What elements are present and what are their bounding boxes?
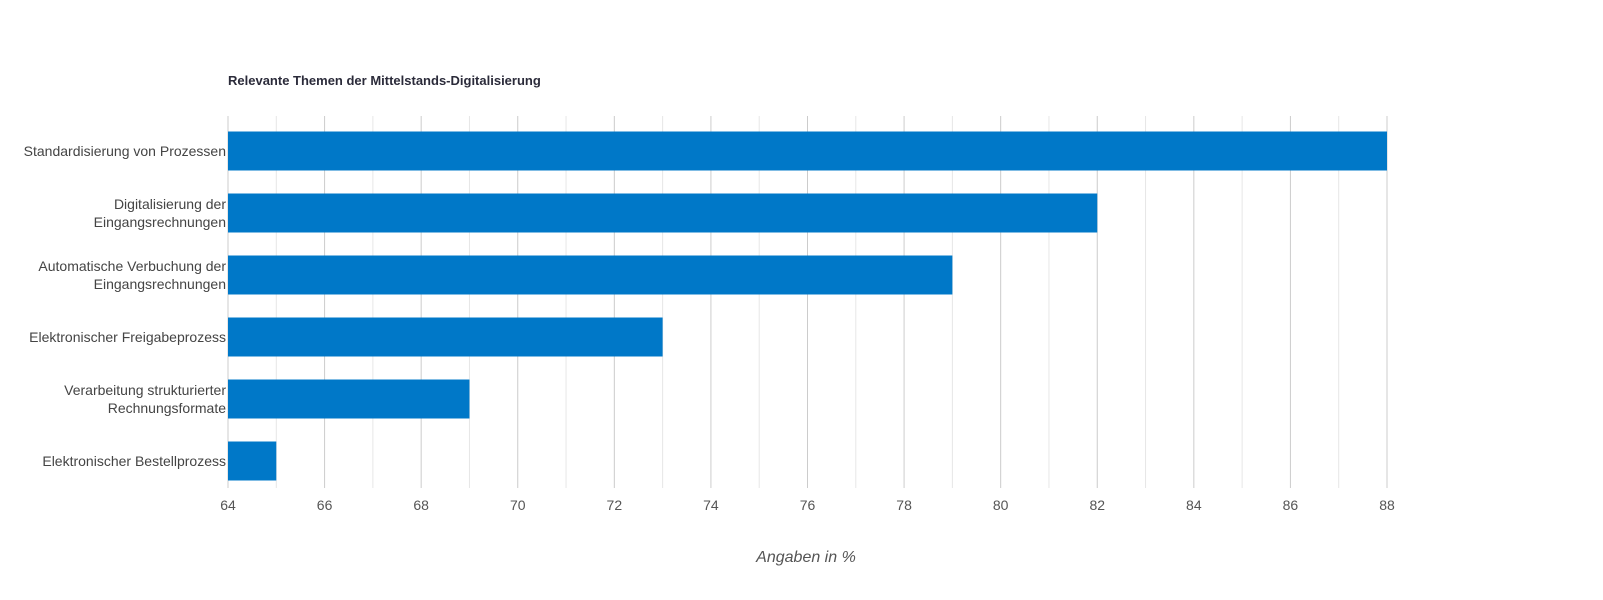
x-tick-label: 64 [220,497,236,513]
bar [228,317,663,357]
x-tick-label: 74 [703,497,719,513]
bar [228,255,953,295]
x-tick-label: 78 [896,497,912,513]
category-label: Elektronischer Bestellprozess [42,453,226,469]
chart-title: Relevante Themen der Mittelstands-Digita… [228,73,541,88]
x-tick-label: 80 [993,497,1009,513]
category-label: Automatische Verbuchung der Eingangsrechn… [38,258,226,292]
bar [228,441,277,481]
x-tick-label: 72 [607,497,623,513]
x-tick-labels: 64 66 68 70 72 74 76 78 80 82 84 86 88 [220,497,1395,513]
x-tick-label: 86 [1283,497,1299,513]
bar [228,193,1098,233]
x-tick-label: 66 [317,497,333,513]
category-label: Standardisierung von Prozessen [24,143,226,159]
x-tick-label: 88 [1379,497,1395,513]
grid-lines [227,116,1388,488]
category-labels: Standardisierung von Prozessen Digitalisi… [24,143,227,469]
bars [228,131,1387,481]
x-tick-label: 68 [413,497,429,513]
bar [228,379,470,419]
x-tick-label: 84 [1186,497,1202,513]
bar [228,131,1387,171]
category-label: Verarbeitung strukturierter Rechnungsform… [64,382,226,416]
x-tick-label: 82 [1089,497,1105,513]
x-axis-label: Angaben in % [755,549,856,566]
category-label: Elektronischer Freigabeprozess [29,329,226,345]
x-tick-label: 70 [510,497,526,513]
category-label: Digitalisierung der Eingangsrechnungen [94,196,227,230]
x-tick-label: 76 [800,497,816,513]
